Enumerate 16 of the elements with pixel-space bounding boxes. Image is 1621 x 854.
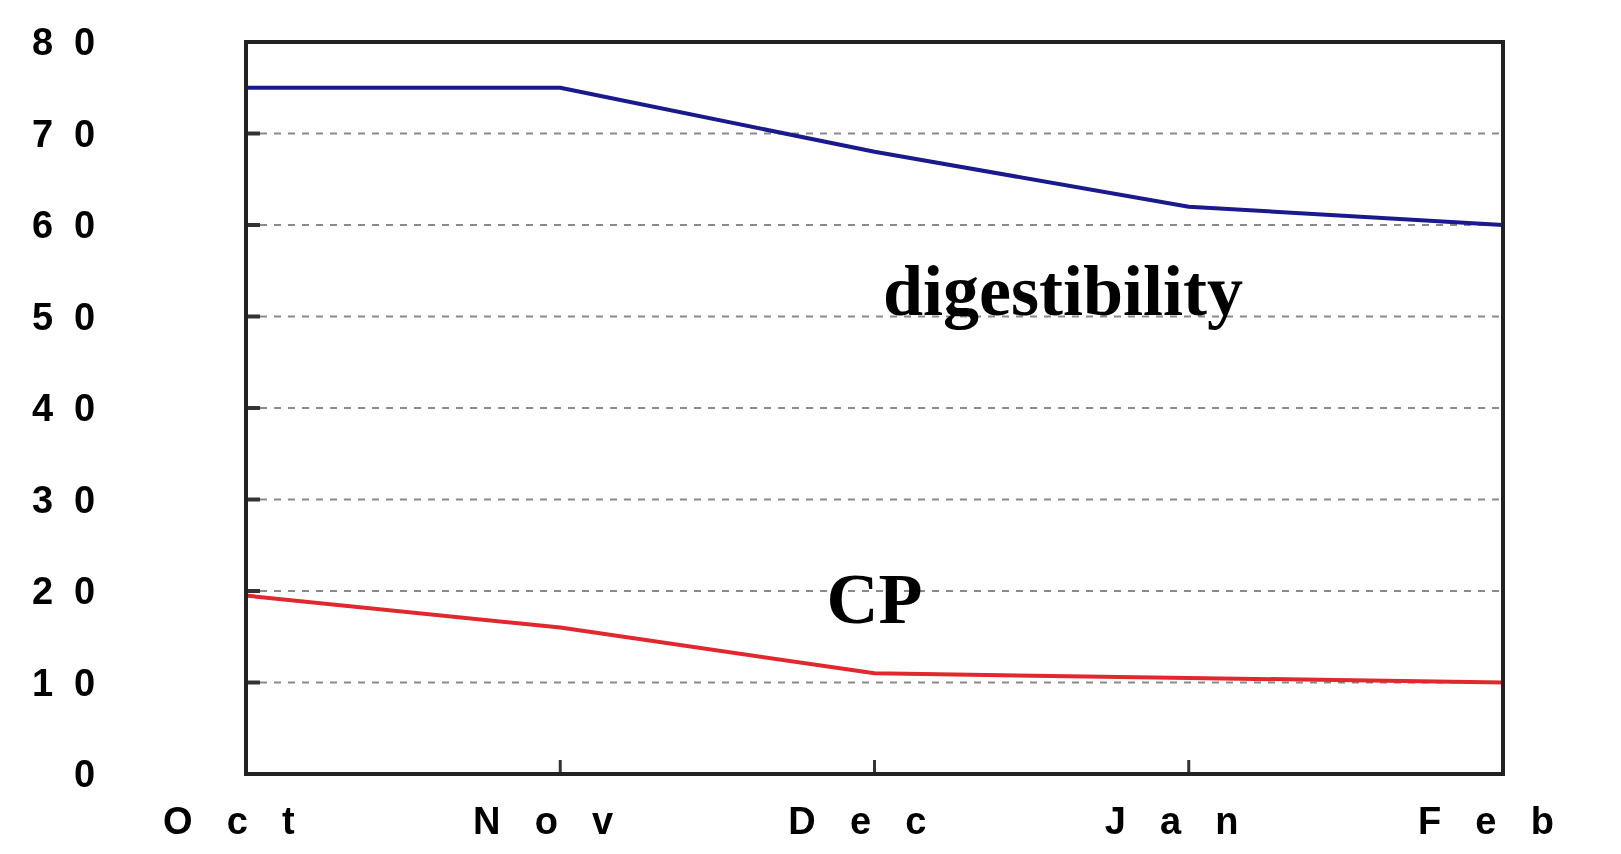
y-tick-label: 50 bbox=[31, 295, 116, 338]
x-tick-label: Dec bbox=[788, 800, 961, 842]
y-tick-label: 20 bbox=[31, 570, 116, 613]
x-tick-label: Oct bbox=[163, 800, 329, 842]
y-tick-label: 70 bbox=[31, 112, 116, 155]
series-label: digestibility bbox=[883, 250, 1244, 331]
y-tick-label: 0 bbox=[73, 753, 116, 796]
y-tick-label: 40 bbox=[31, 387, 116, 430]
series-label: CP bbox=[826, 559, 923, 640]
x-tick-label: Jan bbox=[1104, 800, 1273, 842]
y-tick-label: 30 bbox=[31, 478, 116, 521]
x-tick-label: Feb bbox=[1417, 800, 1589, 842]
y-tick-label: 60 bbox=[31, 204, 116, 247]
y-tick-label: 10 bbox=[31, 661, 116, 704]
x-tick-label: Nov bbox=[473, 800, 648, 842]
y-tick-label: 80 bbox=[31, 21, 116, 64]
